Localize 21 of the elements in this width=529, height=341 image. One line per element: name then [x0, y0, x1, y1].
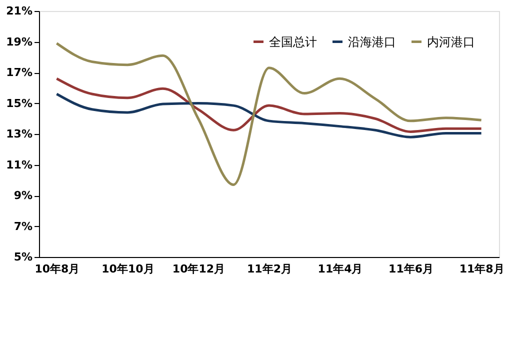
- x-tick-label: 10年8月: [34, 262, 80, 276]
- x-tick-label: 10年12月: [172, 262, 226, 276]
- y-tick-label: 21%: [6, 4, 32, 18]
- legend-label: 沿海港口: [348, 34, 396, 49]
- y-tick-label: 7%: [14, 220, 32, 233]
- y-tick-label: 13%: [6, 128, 32, 140]
- y-tick-label: 19%: [6, 35, 32, 48]
- x-tick-label: 11年6月: [388, 262, 434, 276]
- x-tick-label: 10年10月: [102, 262, 154, 276]
- legend-label: 内河港口: [427, 34, 475, 49]
- y-tick-label: 11%: [6, 158, 32, 172]
- y-tick-label: 9%: [14, 189, 32, 202]
- x-tick-label: 11年8月: [459, 262, 504, 276]
- y-tick-label: 5%: [14, 250, 32, 264]
- y-tick-label: 15%: [6, 96, 32, 110]
- x-tick-label: 11年2月: [247, 262, 292, 276]
- y-tick-label: 17%: [6, 66, 32, 79]
- line-series: [55, 92, 483, 138]
- x-tick-label: 11年4月: [318, 262, 363, 276]
- legend-label: 全国总计: [269, 34, 317, 49]
- line-series: [55, 77, 483, 133]
